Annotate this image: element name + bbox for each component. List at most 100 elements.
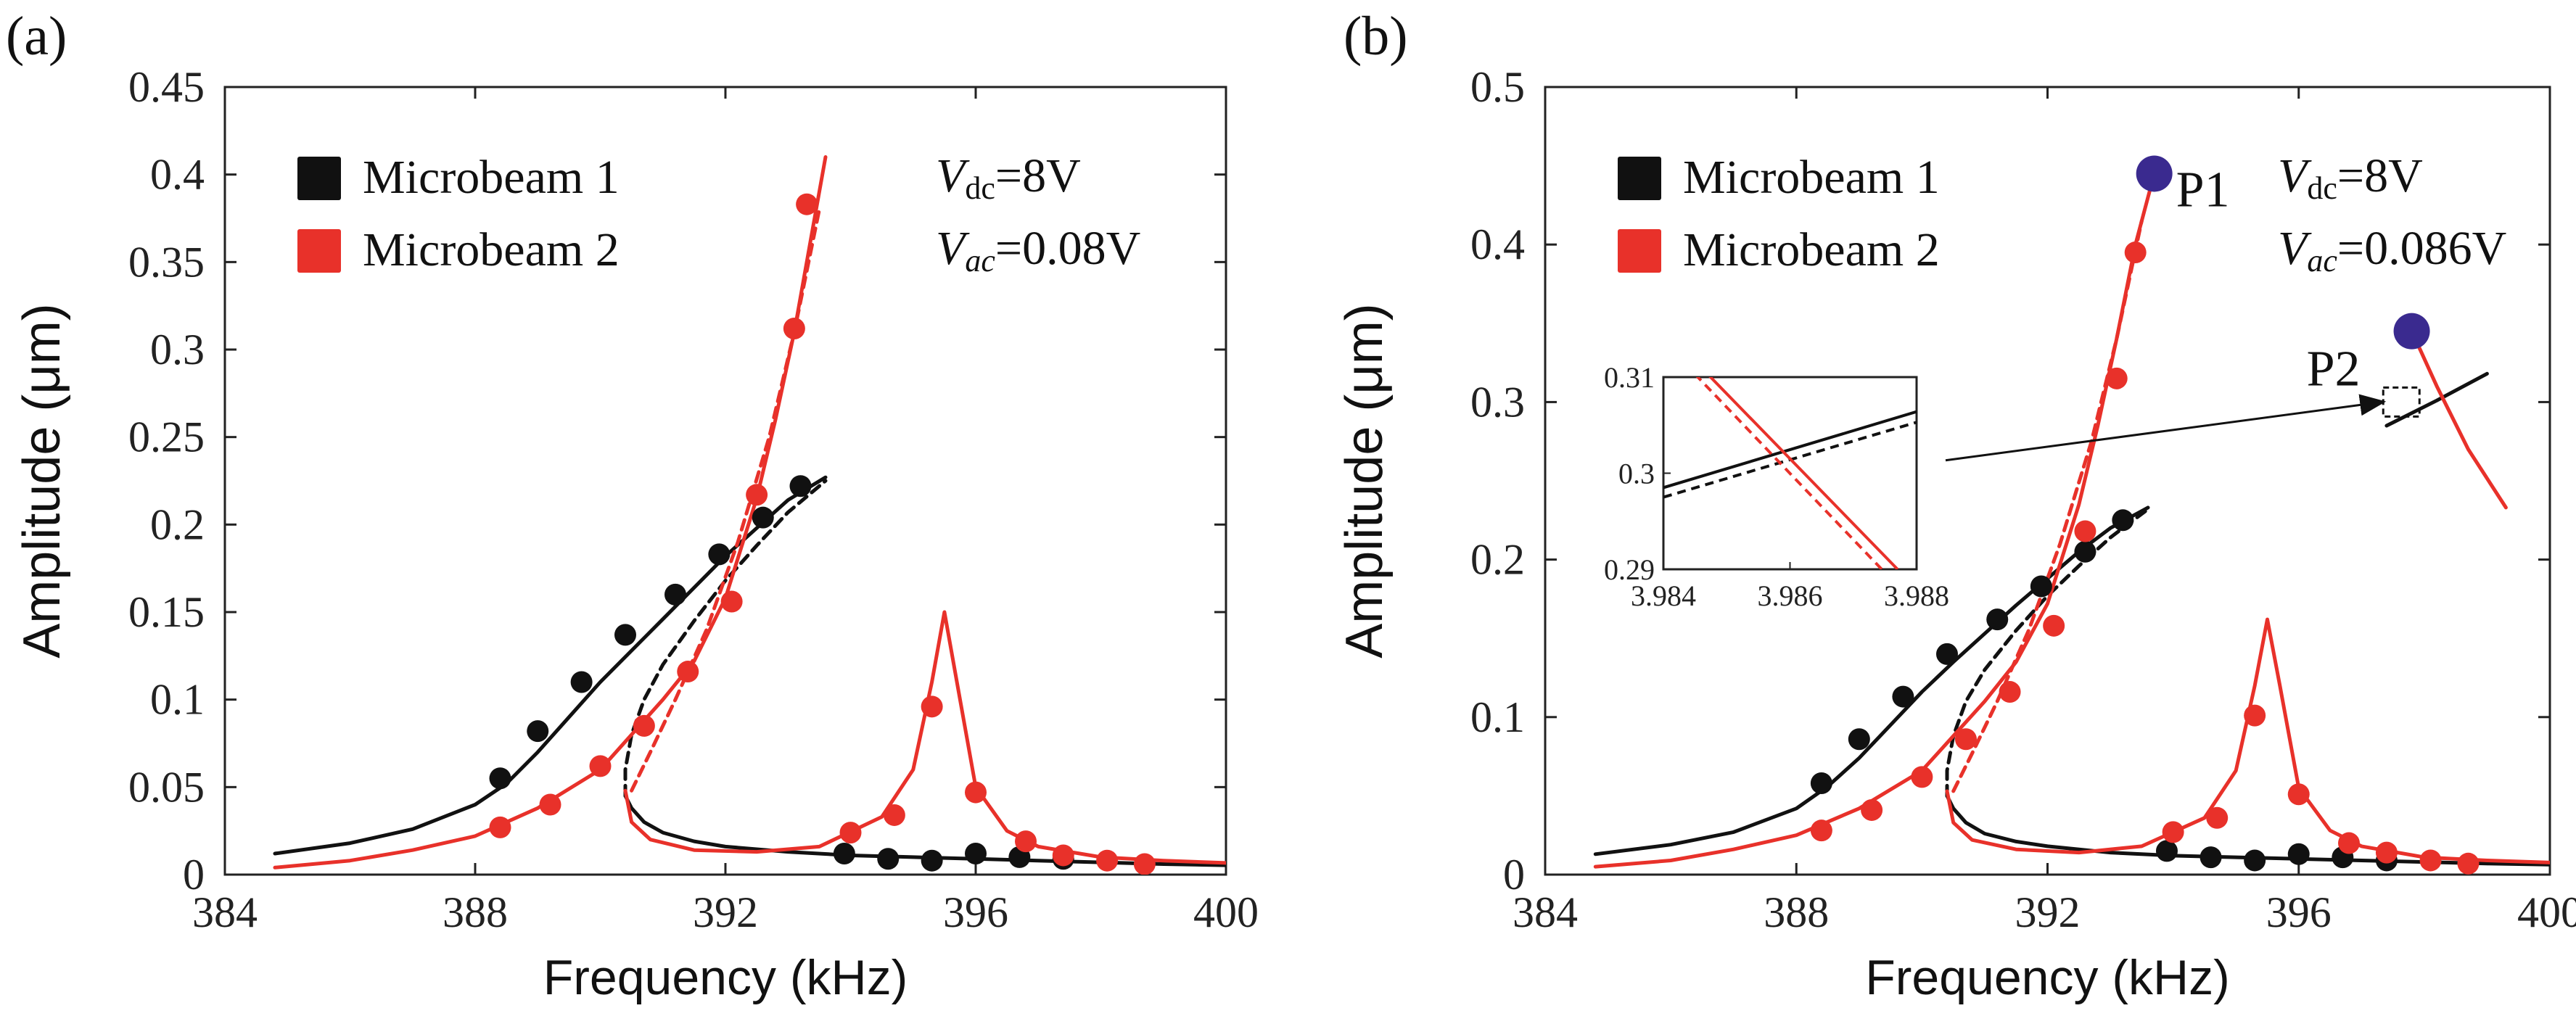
microbeam-2-marker: [1810, 819, 1832, 842]
microbeam-1-marker: [664, 583, 686, 606]
microbeam-2-marker: [1096, 849, 1119, 872]
microbeam-2-marker: [2419, 849, 2442, 872]
microbeam-2-marker: [1052, 844, 1074, 867]
microbeam-1-marker: [2244, 849, 2266, 872]
y-tick-label: 0.2: [1470, 536, 1525, 584]
series-line-microbeam-2-upper-branch-: [2410, 329, 2508, 510]
y-tick-label: 0.35: [128, 238, 205, 286]
microbeam-2-marker: [1015, 830, 1037, 853]
microbeam-1-marker: [2200, 846, 2222, 869]
microbeam-1-marker: [877, 848, 900, 870]
point-p2-label: P2: [2307, 342, 2361, 397]
microbeam-2-marker: [1954, 728, 1977, 751]
x-tick-label: 400: [2517, 888, 2576, 936]
microbeam-1-marker: [2287, 843, 2310, 865]
x-tick-label: 396: [943, 888, 1008, 936]
microbeam-2-marker: [2338, 832, 2360, 854]
microbeam-1-marker: [2112, 509, 2134, 532]
microbeam-2-marker: [2206, 806, 2229, 829]
vac-label: Vac=0.08V: [936, 222, 1140, 278]
microbeam-1-marker: [1892, 685, 1914, 708]
microbeam-2-marker: [746, 484, 768, 506]
legend-label-2: Microbeam 2: [1683, 223, 1940, 276]
microbeam-1-marker: [1848, 728, 1870, 751]
microbeam-2-marker: [2043, 614, 2065, 637]
legend-label-1: Microbeam 1: [1683, 151, 1940, 204]
legend-swatch-2: [297, 229, 341, 273]
microbeam-1-marker: [570, 671, 593, 693]
microbeam-2-marker: [796, 193, 818, 215]
vac-value: =0.08V: [995, 222, 1140, 275]
legend-label-1: Microbeam 1: [363, 151, 620, 204]
microbeam-2-marker: [677, 661, 699, 683]
y-axis-label: Amplitude (μm): [1336, 303, 1394, 658]
series-line-microbeam-1-lower-: [623, 793, 1226, 867]
microbeam-1-marker: [489, 767, 511, 790]
panel-b: (b) 384 388 392 396 400 0 0.1 0.2 0.3 0.4 0.5 Freque…: [1336, 6, 2576, 1005]
point-p2-marker: [2393, 313, 2430, 350]
inset-line-microbeam-1-inset-solid-: [1663, 410, 1917, 490]
vac-label: Vac=0.086V: [2278, 222, 2506, 278]
vdc-label: Vdc=8V: [2278, 149, 2423, 206]
microbeam-2-marker: [2105, 367, 2128, 389]
x-tick-label: 400: [1193, 888, 1259, 936]
panel-a: (a) 384 388 392 396 400 0 0.05 0.1 0.15 0.2 0.25 0.3…: [6, 6, 1259, 1005]
plot-area: [273, 155, 1226, 875]
x-axis-label: Frequency (kHz): [543, 950, 908, 1005]
series-line-microbeam-1-solid-: [1593, 505, 2150, 856]
microbeam-1-marker: [2074, 540, 2096, 563]
microbeam-2-marker: [589, 755, 612, 777]
microbeam-1-marker: [921, 849, 943, 872]
vac-subscript: ac: [2307, 243, 2337, 278]
series-line-microbeam-1-dashed-: [1945, 507, 2150, 798]
y-tick-label: 0.5: [1470, 63, 1525, 111]
vdc-symbol: V: [936, 149, 970, 202]
y-tick-label: 0.2: [150, 500, 205, 548]
inset-y-tick-label: 0.31: [1604, 361, 1655, 394]
microbeam-1-marker: [1936, 643, 1958, 665]
microbeam-2-marker: [2287, 783, 2310, 806]
vdc-label: Vdc=8V: [936, 149, 1081, 206]
y-tick-label: 0.25: [128, 413, 205, 461]
vdc-symbol: V: [2278, 149, 2312, 202]
microbeam-1-marker: [2155, 840, 2178, 862]
microbeam-2-marker: [720, 590, 743, 613]
vdc-value: =8V: [995, 149, 1081, 202]
point-p1-label: P1: [2176, 162, 2230, 218]
microbeam-2-marker: [2124, 241, 2147, 264]
y-tick-label: 0: [183, 851, 205, 899]
panel-label: (b): [1343, 6, 1408, 67]
series-line-microbeam-1-dashed-: [623, 479, 828, 798]
microbeam-1-marker: [1810, 772, 1832, 795]
vdc-subscript: dc: [2307, 170, 2337, 206]
y-tick-label: 0.4: [1470, 220, 1525, 268]
y-tick-label: 0.3: [150, 326, 205, 373]
microbeam-1-marker: [833, 843, 855, 865]
vdc-subscript: dc: [965, 170, 995, 206]
x-tick-label: 392: [2015, 888, 2081, 936]
x-tick-label: 388: [1764, 888, 1829, 936]
inset-x-tick-label: 3.986: [1758, 579, 1823, 612]
microbeam-1-marker: [965, 843, 987, 865]
y-axis-label: Amplitude (μm): [13, 303, 71, 658]
inset-x-tick-label: 3.984: [1631, 579, 1696, 612]
x-tick-label: 384: [192, 888, 258, 936]
legend-swatch-2: [1618, 229, 1661, 273]
microbeam-2-marker: [1861, 798, 1883, 821]
x-tick-label: 384: [1513, 888, 1578, 936]
legend-swatch-1: [297, 157, 341, 200]
microbeam-2-marker: [2375, 841, 2398, 864]
series-line-microbeam-2-lower-: [623, 610, 1226, 865]
y-tick-label: 0: [1503, 851, 1525, 899]
vdc-value: =8V: [2337, 149, 2423, 202]
vac-subscript: ac: [965, 243, 995, 278]
series-line-microbeam-1-lower-: [1945, 793, 2550, 867]
vac-value: =0.086V: [2337, 222, 2506, 275]
y-tick-label: 0.3: [1470, 378, 1525, 426]
microbeam-2-marker: [2244, 704, 2266, 727]
y-tick-label: 0.45: [128, 63, 205, 111]
series-line-microbeam-1-upper-branch-: [2384, 371, 2489, 428]
microbeam-1-marker: [708, 543, 731, 566]
microbeam-2-marker: [921, 695, 943, 718]
